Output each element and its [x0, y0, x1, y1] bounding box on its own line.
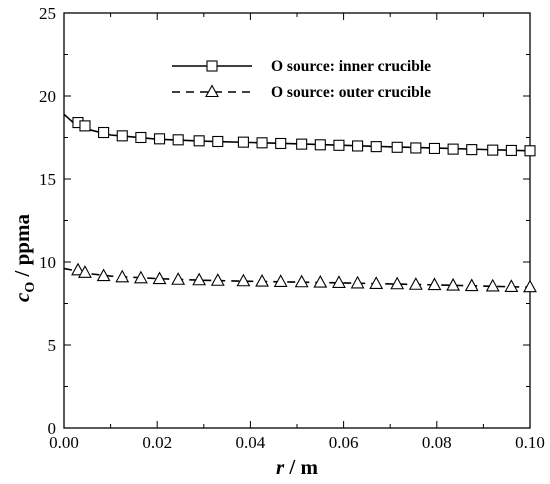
data-point-square	[135, 131, 147, 144]
data-point-triangle	[294, 274, 309, 288]
data-point-square	[116, 130, 128, 142]
series-square	[63, 113, 536, 157]
data-point-triangle	[133, 270, 148, 284]
y-tick-label: 0	[48, 419, 57, 438]
y-tick-label: 25	[39, 4, 56, 23]
data-point-square	[447, 143, 459, 155]
data-point-square	[391, 141, 403, 153]
data-point-triangle	[171, 272, 186, 285]
data-point-square	[256, 137, 268, 149]
plot-frame	[63, 12, 531, 429]
data-point-triangle	[96, 268, 111, 282]
data-point-triangle	[369, 276, 384, 289]
data-point-square	[333, 139, 345, 151]
y-axis-title-subscript: O	[23, 282, 38, 293]
data-point-triangle	[192, 272, 207, 286]
data-point-triangle	[408, 277, 423, 290]
data-point-square	[466, 144, 478, 156]
y-axis: 0 5 10 15 20 25	[39, 4, 530, 438]
series-layer	[63, 113, 537, 293]
x-tick-label: 0.04	[236, 433, 266, 452]
data-point-square	[352, 140, 364, 152]
y-tick-label: 10	[39, 253, 56, 272]
data-point-triangle	[210, 273, 225, 286]
data-point-square	[237, 136, 249, 148]
plot-border	[63, 12, 531, 429]
y-tick-label: 15	[39, 170, 56, 189]
x-tick-label: 0.06	[329, 433, 359, 452]
x-tick-label: 0.08	[422, 433, 452, 452]
legend: O source: inner crucible O source: outer …	[172, 58, 431, 101]
data-point-triangle	[446, 277, 461, 291]
data-point-square	[172, 134, 184, 146]
data-point-square	[193, 135, 205, 147]
legend-label: O source: inner crucible	[271, 58, 431, 75]
data-point-triangle	[332, 275, 346, 288]
data-point-square	[487, 144, 499, 156]
x-axis: 0.00 0.02 0.04 0.06 0.08 0.10	[49, 13, 545, 452]
y-tick-label: 20	[39, 87, 56, 106]
data-point-square	[428, 142, 441, 155]
data-point-triangle	[236, 273, 251, 287]
data-point-square	[524, 145, 536, 157]
data-point-square	[314, 139, 326, 151]
x-axis-title: r / m	[276, 455, 319, 479]
data-point-square	[505, 144, 517, 156]
data-point-square	[212, 135, 224, 148]
x-tick-label: 0.02	[142, 433, 172, 452]
data-point-square	[153, 133, 166, 145]
x-tick-label: 0.10	[515, 433, 545, 452]
data-point-square	[79, 120, 91, 132]
legend-marker-triangle	[205, 84, 219, 98]
data-point-triangle	[485, 278, 500, 292]
x-tick-label: 0.00	[49, 433, 79, 452]
y-axis-title-symbol: c	[10, 292, 34, 302]
data-point-triangle	[313, 274, 328, 288]
data-point-triangle	[523, 279, 537, 293]
data-point-triangle	[504, 279, 519, 292]
data-point-square	[410, 142, 422, 154]
data-point-triangle	[350, 275, 365, 289]
data-point-triangle	[427, 277, 442, 291]
x-axis-title-symbol: r	[276, 455, 285, 479]
data-point-triangle	[273, 274, 288, 287]
series-line	[63, 267, 531, 288]
data-point-square	[275, 137, 287, 150]
legend-label: O source: outer crucible	[271, 84, 431, 101]
data-point-triangle	[115, 269, 130, 283]
data-point-triangle	[78, 265, 92, 278]
data-point-triangle	[255, 273, 269, 287]
y-axis-title: cO / ppma	[10, 214, 38, 302]
data-point-triangle	[71, 262, 85, 276]
legend-marker-square	[206, 60, 218, 72]
y-axis-title-unit: / ppma	[10, 214, 34, 282]
data-point-square	[98, 126, 110, 139]
data-point-triangle	[152, 271, 167, 285]
y-tick-label: 5	[48, 336, 57, 355]
data-point-square	[370, 141, 382, 153]
data-point-square	[296, 138, 308, 150]
series-triangle	[63, 262, 537, 293]
data-point-triangle	[464, 278, 479, 292]
x-axis-title-unit: / m	[284, 455, 318, 479]
data-point-triangle	[390, 276, 405, 290]
